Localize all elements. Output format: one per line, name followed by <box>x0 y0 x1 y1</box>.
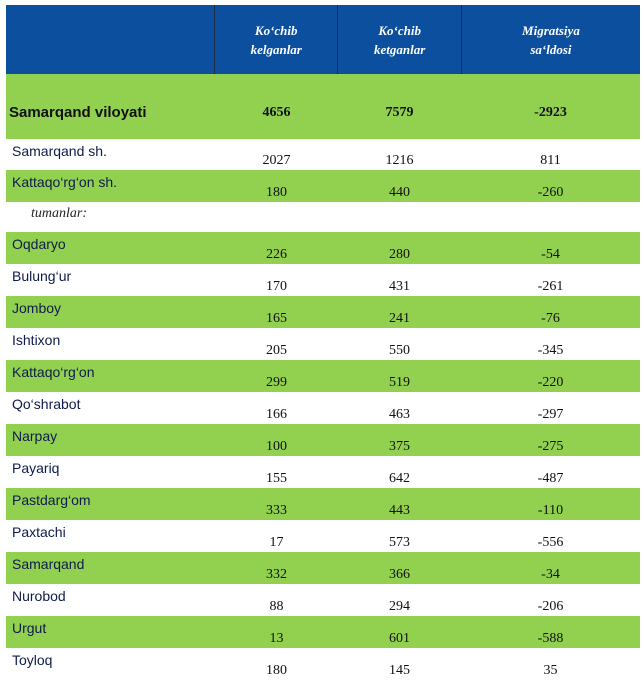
region-name: Samarqand <box>12 556 85 572</box>
balance-value: -54 <box>541 247 560 262</box>
region-name: Nurobod <box>12 588 66 604</box>
region-name: Oqdaryo <box>12 236 66 252</box>
table-row: Narpay 100 375 -275 <box>6 424 640 456</box>
table-row: Nurobod 88 294 -206 <box>6 584 640 616</box>
section-row: tumanlar: <box>6 202 640 232</box>
balance-value: -206 <box>537 599 564 614</box>
arrived-value: 180 <box>266 663 287 678</box>
region-name: Urgut <box>12 620 47 636</box>
region-name: Pastdarg‘om <box>12 492 91 508</box>
region-name: Samarqand viloyati <box>9 104 147 121</box>
region-name: Ishtixon <box>12 332 61 348</box>
migration-table: Ko‘chib kelganlar Ko‘chib ketganlar Migr… <box>6 5 640 680</box>
balance-value: 35 <box>543 663 558 678</box>
balance-value: -275 <box>537 439 564 454</box>
departed-value: 1216 <box>385 153 414 168</box>
departed-value: 601 <box>389 631 410 646</box>
departed-value: 280 <box>389 247 410 262</box>
balance-value: -556 <box>537 535 564 550</box>
departed-value: 366 <box>389 567 410 582</box>
header-arrived: Ko‘chib kelganlar <box>215 5 339 74</box>
arrived-value: 166 <box>266 407 287 422</box>
arrived-value: 299 <box>266 375 287 390</box>
departed-value: 375 <box>389 439 410 454</box>
arrived-value: 17 <box>269 535 284 550</box>
balance-value: -487 <box>537 471 564 486</box>
arrived-value: 2027 <box>262 153 291 168</box>
table-row: Jomboy 165 241 -76 <box>6 296 640 328</box>
arrived-value: 88 <box>269 599 284 614</box>
balance-value: 811 <box>540 153 561 168</box>
arrived-value: 13 <box>269 631 284 646</box>
arrived-value: 170 <box>266 279 287 294</box>
table-row: Qo‘shrabot 166 463 -297 <box>6 392 640 424</box>
table-row: Payariq 155 642 -487 <box>6 456 640 488</box>
table-row: Ishtixon 205 550 -345 <box>6 328 640 360</box>
table-row: Pastdarg‘om 333 443 -110 <box>6 488 640 520</box>
balance-value: -588 <box>537 631 564 646</box>
table-row: Paxtachi 17 573 -556 <box>6 520 640 552</box>
departed-value: 519 <box>389 375 410 390</box>
balance-value: -297 <box>537 407 564 422</box>
table-row: Kattaqo‘rg‘on 299 519 -220 <box>6 360 640 392</box>
arrived-value: 332 <box>266 567 287 582</box>
departed-value: 550 <box>389 343 410 358</box>
departed-value: 573 <box>389 535 410 550</box>
table-row: Samarqand sh. 2027 1216 811 <box>6 139 640 170</box>
region-name: Paxtachi <box>12 524 66 540</box>
region-name: Narpay <box>12 428 58 444</box>
header-region <box>6 5 216 74</box>
region-name: Kattaqo‘rg‘on sh. <box>12 174 118 190</box>
header-migration-balance: Migratsiya sa‘ldosi <box>522 22 580 57</box>
balance-value: -345 <box>537 343 564 358</box>
departed-value: 241 <box>389 311 410 326</box>
table-row: Bulung‘ur 170 431 -261 <box>6 264 640 296</box>
balance-value: -220 <box>537 375 564 390</box>
table-row: Kattaqo‘rg‘on sh. 180 440 -260 <box>6 170 640 202</box>
header-departed: Ko‘chib ketganlar <box>338 5 462 74</box>
arrived-value: 155 <box>266 471 287 486</box>
balance-value: -34 <box>541 567 560 582</box>
arrived-value: 165 <box>266 311 287 326</box>
table-row: Urgut 13 601 -588 <box>6 616 640 648</box>
departed-value: 145 <box>389 663 410 678</box>
arrived-value: 205 <box>266 343 287 358</box>
balance-value: -76 <box>541 311 560 326</box>
table-row-total: Samarqand viloyati 4656 7579 -2923 <box>6 74 640 139</box>
region-name: Kattaqo‘rg‘on <box>12 364 95 380</box>
region-name: Jomboy <box>12 300 62 316</box>
region-name: Bulung‘ur <box>12 268 72 284</box>
departed-value: 7579 <box>385 104 414 120</box>
table-row: Toyloq 180 145 35 <box>6 648 640 680</box>
arrived-value: 4656 <box>262 104 291 120</box>
table-row: Samarqand 332 366 -34 <box>6 552 640 584</box>
region-name: Samarqand sh. <box>12 143 107 159</box>
departed-value: 443 <box>389 503 410 518</box>
arrived-value: 226 <box>266 247 287 262</box>
departed-value: 463 <box>389 407 410 422</box>
departed-value: 431 <box>389 279 410 294</box>
region-name: Payariq <box>12 460 60 476</box>
departed-value: 642 <box>389 471 410 486</box>
table-header: Ko‘chib kelganlar Ko‘chib ketganlar Migr… <box>6 5 640 74</box>
balance-value: -261 <box>537 279 564 294</box>
balance-value: -2923 <box>534 104 567 120</box>
region-name: Toyloq <box>12 652 53 668</box>
balance-value: -110 <box>537 503 564 518</box>
region-name: Qo‘shrabot <box>12 396 81 412</box>
arrived-value: 180 <box>266 185 287 200</box>
balance-value: -260 <box>537 185 564 200</box>
table-row: Oqdaryo 226 280 -54 <box>6 232 640 264</box>
departed-value: 440 <box>389 185 410 200</box>
arrived-value: 100 <box>266 439 287 454</box>
departed-value: 294 <box>389 599 410 614</box>
district-rows: Oqdaryo 226 280 -54 Bulung‘ur 170 431 -261 Jombo… <box>6 232 640 680</box>
section-label: tumanlar: <box>31 206 87 221</box>
arrived-value: 333 <box>266 503 287 518</box>
